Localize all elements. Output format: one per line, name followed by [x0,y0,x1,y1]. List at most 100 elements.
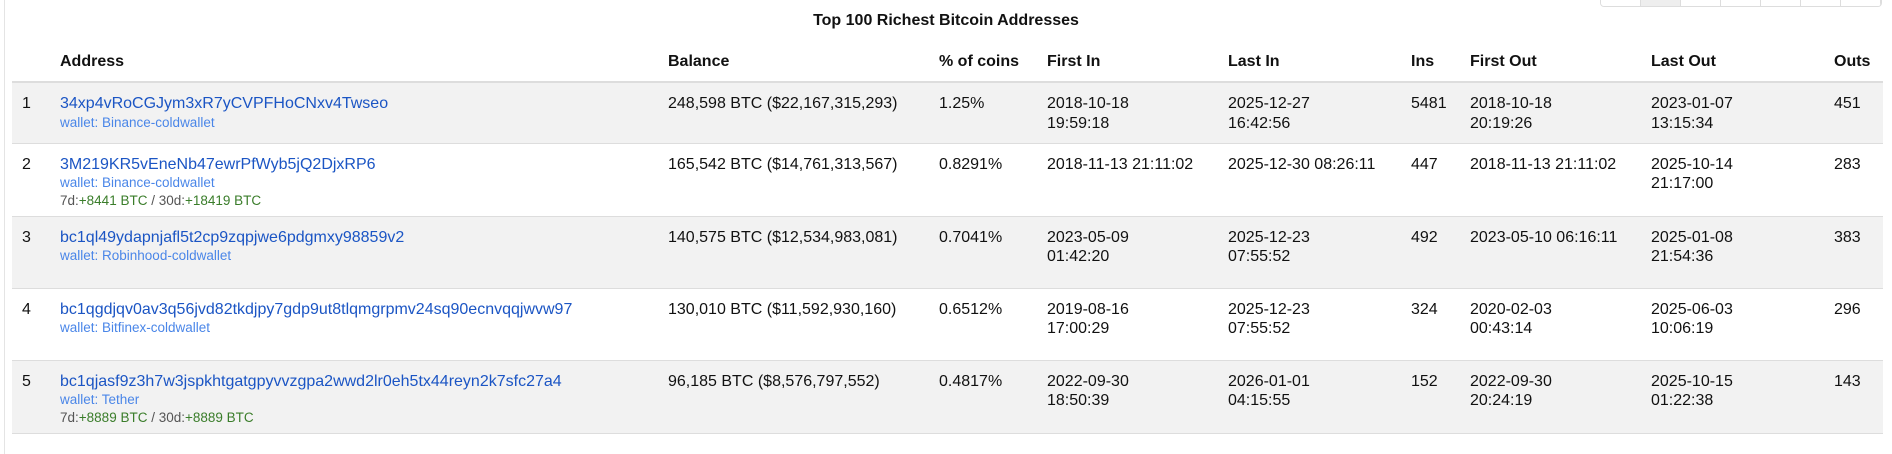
last-out: 2023-01-07 13:15:34 [1641,82,1824,144]
table-row: 1 34xp4vRoCGJym3xR7yCVPFHoCNxv4Twseo wall… [12,82,1883,144]
pct-of-coins: 0.8291% [929,143,1037,217]
balance: 140,575 BTC ($12,534,983,081) [658,216,929,289]
ins: 324 [1401,288,1460,361]
last-out: 2025-10-15 01:22:38 [1641,360,1824,434]
ins: 447 [1401,143,1460,217]
last-in-time: 07:55:52 [1228,320,1291,337]
table-header-row: Address Balance % of coins First In Last… [12,52,1883,83]
wallet-link[interactable]: wallet: Bitfinex-coldwallet [60,320,211,335]
first-in-time: 17:00:29 [1047,320,1110,337]
last-out-time: 01:22:38 [1651,392,1714,409]
page-button[interactable] [1721,0,1761,6]
last-in-date: 2025-12-23 [1228,228,1310,246]
last-in-date: 2026-01-01 [1228,372,1310,390]
page-button[interactable] [1841,0,1881,6]
outs: 296 [1824,288,1883,361]
header-first-out[interactable]: First Out [1460,52,1641,83]
table-row: 2 3M219KR5vEneNb47ewrPfWyb5jQ2DjxRP6 wall… [12,143,1883,217]
first-out: 2023-05-10 06:16:11 [1460,216,1641,289]
header-address[interactable]: Address [50,52,658,83]
header-ins[interactable]: Ins [1401,52,1460,83]
header-pct[interactable]: % of coins [929,52,1037,83]
first-out-date: 2018-10-18 [1470,95,1552,112]
header-balance[interactable]: Balance [658,52,929,83]
last-in: 2025-12-23 07:55:52 [1218,216,1401,289]
balance-change: 7d:+8889 BTC / 30d:+8889 BTC [60,410,254,425]
rank: 1 [12,82,50,144]
address-link[interactable]: bc1qgdjqv0av3q56jvd82tkdjpy7gdp9ut8tlqmg… [60,300,573,318]
last-out-time: 21:54:36 [1651,248,1714,265]
address-cell: 3M219KR5vEneNb47ewrPfWyb5jQ2DjxRP6 wallet… [50,143,658,217]
header-last-in[interactable]: Last In [1218,52,1401,83]
page-button[interactable] [1601,0,1641,6]
rank: 2 [12,143,50,217]
first-in-date: 2019-08-16 [1047,300,1129,318]
address-link[interactable]: 3M219KR5vEneNb47ewrPfWyb5jQ2DjxRP6 [60,155,376,173]
header-first-in[interactable]: First In [1037,52,1218,83]
address-link[interactable]: bc1ql49ydapnjafl5t2cp9zqpjwe6pdgmxy98859… [60,228,405,246]
first-out-time: 20:19:26 [1470,114,1533,132]
first-in-time: 01:42:20 [1047,248,1110,265]
first-out-date: 2018-11-13 [1470,155,1551,173]
wallet-link[interactable]: wallet: Robinhood-coldwallet [60,248,232,263]
last-in: 2025-12-27 16:42:56 [1218,82,1401,144]
last-in: 2025-12-30 08:26:11 [1218,143,1401,217]
first-in-date: 2018-10-18 [1047,95,1129,112]
last-out: 2025-10-14 21:17:00 [1641,143,1824,217]
last-out-date: 2025-06-03 [1651,300,1733,318]
ins: 492 [1401,216,1460,289]
first-out-time: 06:16:11 [1556,228,1618,246]
outs: 383 [1824,216,1883,289]
first-in-time: 18:50:39 [1047,392,1110,409]
first-out-date: 2020-02-03 [1470,300,1552,318]
last-in: 2026-01-01 04:15:55 [1218,360,1401,434]
pct-of-coins: 0.7041% [929,216,1037,289]
wallet-link[interactable]: wallet: Tether [60,392,140,407]
last-out-date: 2023-01-07 [1651,95,1733,112]
table-row: 4 bc1qgdjqv0av3q56jvd82tkdjpy7gdp9ut8tlq… [12,288,1883,361]
balance-change: 7d:+8441 BTC / 30d:+18419 BTC [60,193,262,208]
wallet-link[interactable]: wallet: Binance-coldwallet [60,114,215,130]
first-out-date: 2023-05-10 [1470,228,1552,246]
page-button[interactable] [1681,0,1721,6]
address-cell: bc1qgdjqv0av3q56jvd82tkdjpy7gdp9ut8tlqmg… [50,288,658,361]
last-out-time: 21:17:00 [1651,175,1714,192]
outs: 283 [1824,143,1883,217]
first-out-time: 21:11:02 [1555,155,1617,173]
address-link[interactable]: 34xp4vRoCGJym3xR7yCVPFHoCNxv4Twseo [60,95,389,112]
header-last-out[interactable]: Last Out [1641,52,1824,83]
last-out-date: 2025-10-15 [1651,372,1733,390]
last-in-time: 07:55:52 [1228,248,1291,265]
last-in-time: 04:15:55 [1228,392,1291,409]
address-cell: bc1ql49ydapnjafl5t2cp9zqpjwe6pdgmxy98859… [50,216,658,289]
last-out: 2025-06-03 10:06:19 [1641,288,1824,361]
balance: 96,185 BTC ($8,576,797,552) [658,360,929,434]
ins: 5481 [1401,82,1460,144]
last-in-time: 08:26:11 [1314,155,1376,173]
wallet-link[interactable]: wallet: Binance-coldwallet [60,175,215,190]
rich-list-table: Address Balance % of coins First In Last… [12,52,1883,434]
outs: 451 [1824,82,1883,144]
outs: 143 [1824,360,1883,434]
pct-of-coins: 0.4817% [929,360,1037,434]
address-link[interactable]: bc1qjasf9z3h7w3jspkhtgatgpyvvzgpa2wwd2lr… [60,372,562,390]
pct-of-coins: 0.6512% [929,288,1037,361]
page-button[interactable] [1801,0,1841,6]
first-in: 2018-11-13 21:11:02 [1037,143,1218,217]
ins: 152 [1401,360,1460,434]
first-in-date: 2022-09-30 [1047,372,1129,390]
first-in-date: 2018-11-13 [1047,155,1128,173]
page-title: Top 100 Richest Bitcoin Addresses [813,12,1079,29]
rank: 3 [12,216,50,289]
page-button[interactable] [1761,0,1801,6]
header-outs[interactable]: Outs [1824,52,1883,83]
page-button-active[interactable] [1641,0,1681,6]
table-row: 3 bc1ql49ydapnjafl5t2cp9zqpjwe6pdgmxy988… [12,216,1883,289]
first-out: 2018-10-18 20:19:26 [1460,82,1641,144]
address-cell: bc1qjasf9z3h7w3jspkhtgatgpyvvzgpa2wwd2lr… [50,360,658,434]
last-out-date: 2025-01-08 [1651,228,1733,246]
first-in: 2019-08-16 17:00:29 [1037,288,1218,361]
first-out-date: 2022-09-30 [1470,372,1552,390]
address-cell: 34xp4vRoCGJym3xR7yCVPFHoCNxv4Twseo wallet… [50,82,658,144]
pct-of-coins: 1.25% [929,82,1037,144]
